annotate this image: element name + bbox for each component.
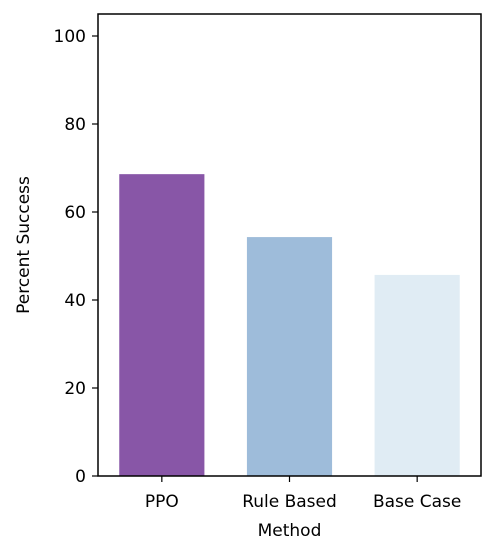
x-axis-title: Method <box>258 521 322 541</box>
x-tick-label: PPO <box>145 492 179 512</box>
bar-base-case <box>374 274 460 476</box>
y-tick-label: 60 <box>64 203 86 223</box>
bar-rule-based <box>246 237 333 476</box>
y-axis-ticks: 0 20 40 60 80 100 <box>54 27 98 487</box>
x-tick-label: Base Case <box>373 492 461 512</box>
x-tick-label: Rule Based <box>242 492 337 512</box>
y-tick-label: 80 <box>64 115 86 135</box>
y-tick-label: 40 <box>64 291 86 311</box>
bar-ppo <box>119 174 205 476</box>
plot-frame <box>97 13 482 477</box>
y-tick-label: 0 <box>75 467 86 487</box>
x-axis-ticks: PPO Rule Based Base Case <box>145 476 461 512</box>
y-axis-title: Percent Success <box>14 176 34 314</box>
y-tick-label: 100 <box>54 27 86 47</box>
y-tick-label: 20 <box>64 379 86 399</box>
bars-layer <box>119 174 460 476</box>
